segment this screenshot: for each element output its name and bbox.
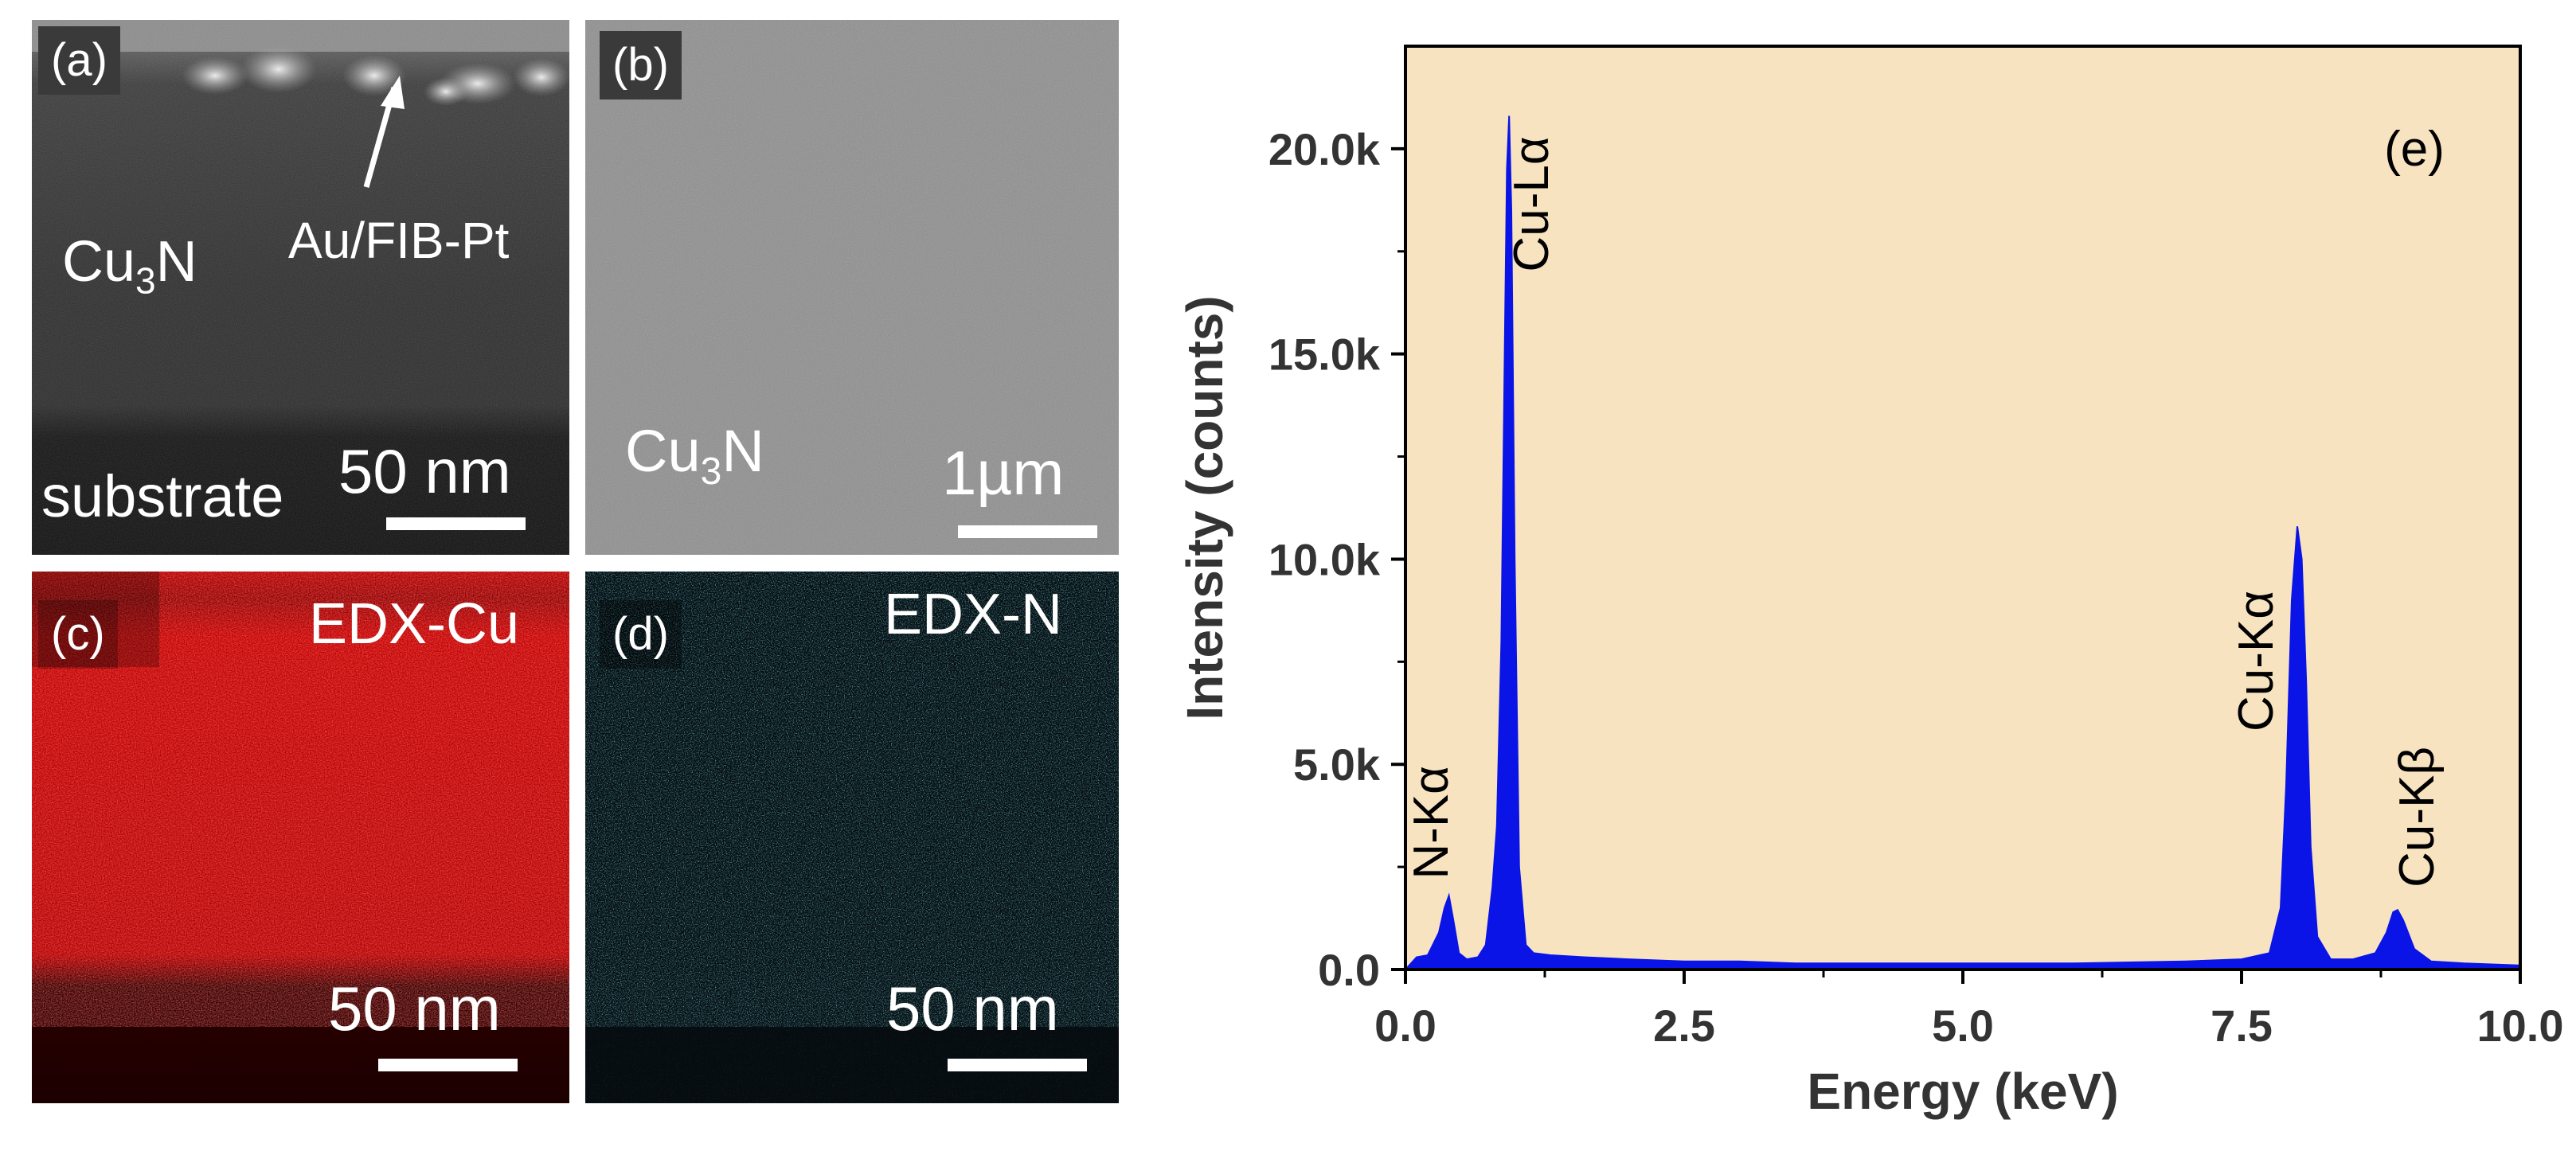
- axis-ticks: 0.0 2.5 5.0 7.5 10.0 0.0 5.0k 10.0k 15.0k 20.0k: [1268, 124, 2564, 1051]
- y-tick-label: 0.0: [1318, 945, 1380, 995]
- panel-a-cross-section: (a) Cu3N Au/FIB-Pt substrate 50 nm: [32, 20, 569, 555]
- peak-label: Cu-Lα: [1504, 136, 1559, 271]
- scale-bar-b: [958, 525, 1097, 538]
- scale-label-d: 50 nm: [886, 973, 1059, 1044]
- scale-bar-a: [386, 517, 526, 530]
- scale-label-a: 50 nm: [338, 436, 511, 506]
- panel-d-tag: (d): [600, 600, 682, 669]
- scale-bar-c: [378, 1059, 518, 1071]
- substrate-label: substrate: [41, 463, 284, 529]
- spectrum-area: [1403, 115, 2521, 970]
- edx-spectrum-chart: 0.0 2.5 5.0 7.5 10.0 0.0 5.0k 10.0k 15.0k 20.0k N…: [1176, 45, 2564, 1120]
- edx-cu-map: [32, 572, 569, 1103]
- panel-c-tag: (c): [38, 600, 118, 669]
- y-tick-label: 20.0k: [1268, 124, 1381, 174]
- x-tick-label: 2.5: [1653, 1001, 1715, 1051]
- x-tick-label: 0.0: [1374, 1001, 1437, 1051]
- peak-label: N-Kα: [1404, 766, 1459, 880]
- panel-d-edx-n: (d) EDX-N 50 nm: [585, 572, 1119, 1103]
- cu3n-label-b: Cu3N: [625, 418, 764, 493]
- y-tick-label: 10.0k: [1268, 534, 1381, 584]
- scale-label-c: 50 nm: [328, 973, 501, 1044]
- edx-n-map: [585, 572, 1119, 1103]
- scale-label-b: 1µm: [942, 438, 1065, 508]
- x-tick-label: 7.5: [2211, 1001, 2273, 1051]
- peak-label: Cu-Kα: [2229, 591, 2284, 732]
- plot-background: [1405, 46, 2520, 970]
- x-tick-label: 10.0: [2477, 1001, 2564, 1051]
- x-axis-label: Energy (keV): [1807, 1063, 2118, 1120]
- panel-b-tag: (b): [600, 31, 682, 99]
- peak-annotations: N-Kα Cu-Lα Cu-Kα Cu-Kβ: [1404, 136, 2445, 888]
- scale-bar-d: [948, 1059, 1087, 1071]
- plot-frame: [1404, 45, 2522, 971]
- panel-e-tag: (e): [2384, 122, 2445, 177]
- cu3n-label-a: Cu3N: [62, 230, 197, 302]
- au-fib-pt-label: Au/FIB-Pt: [288, 212, 510, 269]
- y-tick-label: 15.0k: [1268, 330, 1381, 380]
- x-tick-label: 5.0: [1932, 1001, 1994, 1051]
- cross-section-image: [32, 20, 569, 555]
- panel-a-tag: (a): [38, 26, 120, 95]
- peak-label: Cu-Kβ: [2390, 747, 2445, 888]
- plan-view-image: [585, 20, 1119, 555]
- y-tick-label: 5.0k: [1293, 739, 1381, 790]
- panel-b-plan-view: (b) Cu3N 1µm: [585, 20, 1119, 555]
- edx-n-label: EDX-N: [884, 583, 1063, 646]
- panel-c-edx-cu: (c) EDX-Cu 50 nm: [32, 572, 569, 1103]
- y-axis-label: Intensity (counts): [1176, 295, 1233, 720]
- edx-cu-label: EDX-Cu: [309, 592, 520, 656]
